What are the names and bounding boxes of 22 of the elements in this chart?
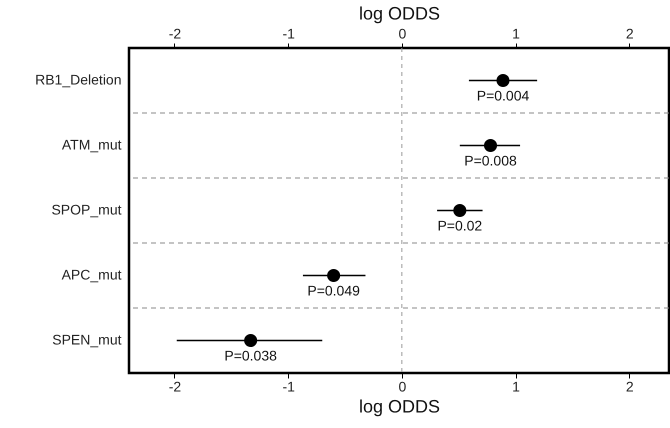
- annotation: P=0.038: [224, 348, 278, 364]
- x-tick-label: -2: [168, 26, 182, 42]
- x-tick-label: 2: [626, 26, 634, 42]
- y-tick-label: SPOP_mut: [51, 202, 122, 218]
- x2-tick-label: -1: [282, 378, 296, 394]
- annotation: P=0.049: [307, 282, 360, 298]
- y-tick-label: ATM_mut: [62, 136, 122, 152]
- x2-tick-label: -2: [168, 378, 182, 394]
- y-tick-label: SPEN_mut: [52, 332, 122, 348]
- x-tick-label: 1: [512, 26, 520, 42]
- annotation: P=0.02: [437, 218, 482, 234]
- annotation: P=0.008: [464, 152, 517, 168]
- x2-tick-label: 0: [398, 378, 406, 394]
- x-tick-label: 0: [398, 26, 406, 42]
- y-tick-label: RB1_Deletion: [35, 72, 122, 88]
- x-tick-label: -1: [282, 26, 296, 42]
- y-tick-label: APC_mut: [62, 266, 122, 282]
- x2-axis-title: log ODDS: [358, 4, 440, 24]
- annotation: P=0.004: [476, 88, 530, 104]
- x-axis-title: log ODDS: [358, 396, 440, 416]
- x2-tick-label: 2: [626, 378, 634, 394]
- x2-tick-label: 1: [512, 378, 520, 394]
